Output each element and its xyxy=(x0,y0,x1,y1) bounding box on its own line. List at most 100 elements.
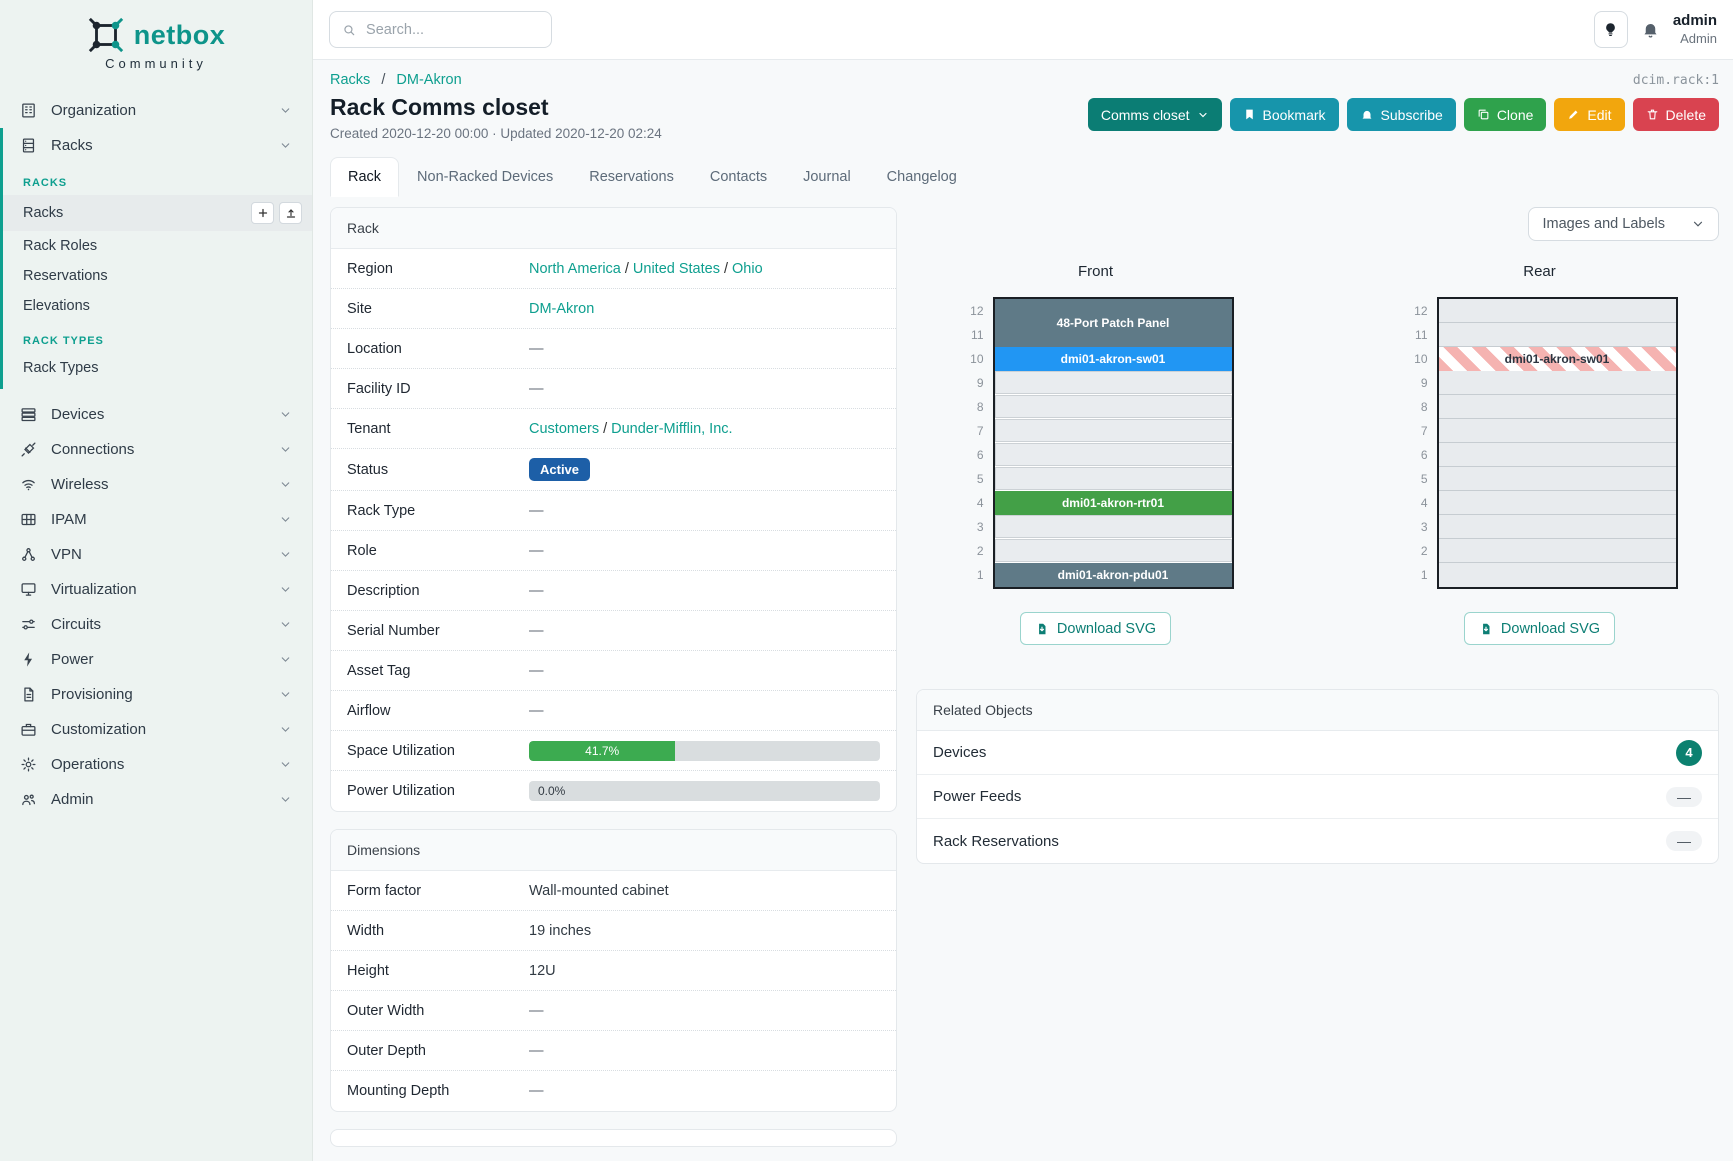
rack-unit-device[interactable]: dmi01-akron-sw01 xyxy=(994,347,1232,371)
sidebar-item-devices[interactable]: Devices xyxy=(0,397,312,432)
chevron-down-icon xyxy=(279,758,292,771)
unit-number: 12 xyxy=(1414,304,1428,318)
rack-unit-device[interactable]: dmi01-akron-pdu01 xyxy=(994,563,1232,587)
sidebar-item-connections[interactable]: Connections xyxy=(0,432,312,467)
breadcrumb-dm-akron[interactable]: DM-Akron xyxy=(396,72,462,88)
sidebar-link-reservations[interactable]: Reservations xyxy=(3,261,312,291)
region-link-north-america[interactable]: North America xyxy=(529,260,621,277)
bookmark-button[interactable]: Bookmark xyxy=(1229,98,1339,131)
rack-elevations: Front 12 11 10 9 8 7 6 5 4 3 2 1 48-Port Patch Pane… xyxy=(916,263,1719,645)
region-link-united-states[interactable]: United States xyxy=(632,260,720,277)
theme-toggle-button[interactable] xyxy=(1593,11,1628,48)
download-svg-button-rear[interactable]: Download SVG xyxy=(1463,612,1616,645)
rack-unit-empty[interactable] xyxy=(1438,371,1676,395)
breadcrumb-racks[interactable]: Racks xyxy=(330,72,371,88)
rack-group-dropdown-button[interactable]: Comms closet xyxy=(1087,98,1222,131)
rack-unit-empty[interactable] xyxy=(994,467,1232,491)
rack-unit-device[interactable]: dmi01-akron-sw01 xyxy=(1438,347,1676,371)
site-link[interactable]: DM-Akron xyxy=(529,300,595,317)
rack-unit-empty[interactable] xyxy=(1438,419,1676,443)
tenant-group-link[interactable]: Customers xyxy=(529,420,600,437)
edit-button[interactable]: Edit xyxy=(1554,98,1625,131)
search-input[interactable] xyxy=(366,21,539,38)
chevron-down-icon xyxy=(279,723,292,736)
sidebar-item-circuits[interactable]: Circuits xyxy=(0,607,312,642)
sidebar-item-wireless[interactable]: Wireless xyxy=(0,467,312,502)
sidebar-item-label: Racks xyxy=(51,137,93,154)
unit-number: 4 xyxy=(976,496,984,510)
field-space-utilization: Space Utilization 41.7% xyxy=(331,731,896,771)
sidebar-item-power[interactable]: Power xyxy=(0,642,312,677)
rack-unit-empty[interactable] xyxy=(1438,539,1676,563)
rack-unit-empty[interactable] xyxy=(1438,323,1676,347)
sidebar-section-heading-racks: RACKS xyxy=(23,177,68,189)
rack-unit-empty[interactable] xyxy=(994,443,1232,467)
page-body: Racks / DM-Akron dcim.rack:1 Rack Comms … xyxy=(313,60,1733,1161)
notifications-button[interactable] xyxy=(1641,20,1660,39)
sidebar-item-label: Operations xyxy=(51,756,125,773)
tab-rack[interactable]: Rack xyxy=(330,157,400,197)
sidebar-item-customization[interactable]: Customization xyxy=(0,712,312,747)
sidebar-item-admin[interactable]: Admin xyxy=(0,782,312,817)
rack-unit-device[interactable]: 48-Port Patch Panel xyxy=(994,299,1232,347)
space-utilization-value: 41.7% xyxy=(585,743,620,758)
rack-unit-empty[interactable] xyxy=(994,515,1232,539)
chevron-down-icon xyxy=(279,548,292,561)
unit-number: 4 xyxy=(1420,496,1428,510)
sidebar-link-racks[interactable]: Racks xyxy=(3,195,312,231)
rack-unit-empty[interactable] xyxy=(994,419,1232,443)
region-link-ohio[interactable]: Ohio xyxy=(732,260,763,277)
rack-unit-empty[interactable] xyxy=(1438,299,1676,323)
sidebar-section-heading-rack-types: RACK TYPES xyxy=(23,335,104,347)
netbox-logo[interactable]: netbox Community xyxy=(0,0,312,81)
sidebar-item-virtualization[interactable]: Virtualization xyxy=(0,572,312,607)
related-objects-panel: Related Objects Devices 4 Power Feeds — … xyxy=(916,689,1719,864)
sidebar-link-elevations[interactable]: Elevations xyxy=(3,291,312,321)
sidebar-item-vpn[interactable]: VPN xyxy=(0,537,312,572)
rack-unit-empty[interactable] xyxy=(1438,467,1676,491)
tab-contacts[interactable]: Contacts xyxy=(709,169,768,185)
sidebar-item-organization[interactable]: Organization xyxy=(0,93,312,128)
sidebar-item-operations[interactable]: Operations xyxy=(0,747,312,782)
rack-unit-empty[interactable] xyxy=(1438,443,1676,467)
unit-number: 10 xyxy=(970,352,984,366)
rack-unit-device[interactable]: dmi01-akron-rtr01 xyxy=(994,491,1232,515)
copy-icon xyxy=(1478,109,1489,120)
upload-icon xyxy=(286,209,295,218)
rack-unit-empty[interactable] xyxy=(994,371,1232,395)
breadcrumb: Racks / DM-Akron dcim.rack:1 xyxy=(330,72,1719,88)
elevation-view-select[interactable]: Images and Labels xyxy=(1528,207,1719,241)
related-row-rack-reservations: Rack Reservations — xyxy=(917,819,1718,863)
sidebar: netbox Community Organization Rack xyxy=(0,0,313,1161)
delete-button[interactable]: Delete xyxy=(1632,98,1719,131)
sidebar-item-ipam[interactable]: IPAM xyxy=(0,502,312,537)
clone-button[interactable]: Clone xyxy=(1463,98,1547,131)
tab-journal[interactable]: Journal xyxy=(803,169,851,185)
related-row-devices[interactable]: Devices 4 xyxy=(917,731,1718,775)
created-updated-meta: Created 2020-12-20 00:00 · Updated 2020-… xyxy=(330,126,662,141)
sidebar-item-provisioning[interactable]: Provisioning xyxy=(0,677,312,712)
download-svg-button-front[interactable]: Download SVG xyxy=(1019,612,1172,645)
rack-unit-empty[interactable] xyxy=(994,539,1232,563)
gear-icon xyxy=(20,756,37,773)
rack-unit-empty[interactable] xyxy=(1438,563,1676,587)
sidebar-item-racks-group[interactable]: Racks xyxy=(3,128,312,163)
sidebar-link-rack-roles[interactable]: Rack Roles xyxy=(3,231,312,261)
sidebar-link-rack-types[interactable]: Rack Types xyxy=(3,353,312,389)
user-menu[interactable]: admin Admin xyxy=(1673,12,1717,47)
next-panel-edge xyxy=(330,1129,897,1147)
global-search[interactable] xyxy=(329,11,552,48)
tab-reservations[interactable]: Reservations xyxy=(589,169,674,185)
rack-unit-empty[interactable] xyxy=(994,395,1232,419)
add-rack-button[interactable] xyxy=(251,202,274,224)
tab-changelog[interactable]: Changelog xyxy=(886,169,957,185)
tenant-link[interactable]: Dunder-Mifflin, Inc. xyxy=(611,420,733,437)
rack-unit-empty[interactable] xyxy=(1438,491,1676,515)
import-racks-button[interactable] xyxy=(279,202,302,224)
rack-unit-empty[interactable] xyxy=(1438,515,1676,539)
rack-unit-empty[interactable] xyxy=(1438,395,1676,419)
status-badge: Active xyxy=(529,458,591,481)
subscribe-button[interactable]: Subscribe xyxy=(1346,98,1456,131)
tab-non-racked-devices[interactable]: Non-Racked Devices xyxy=(417,169,554,185)
